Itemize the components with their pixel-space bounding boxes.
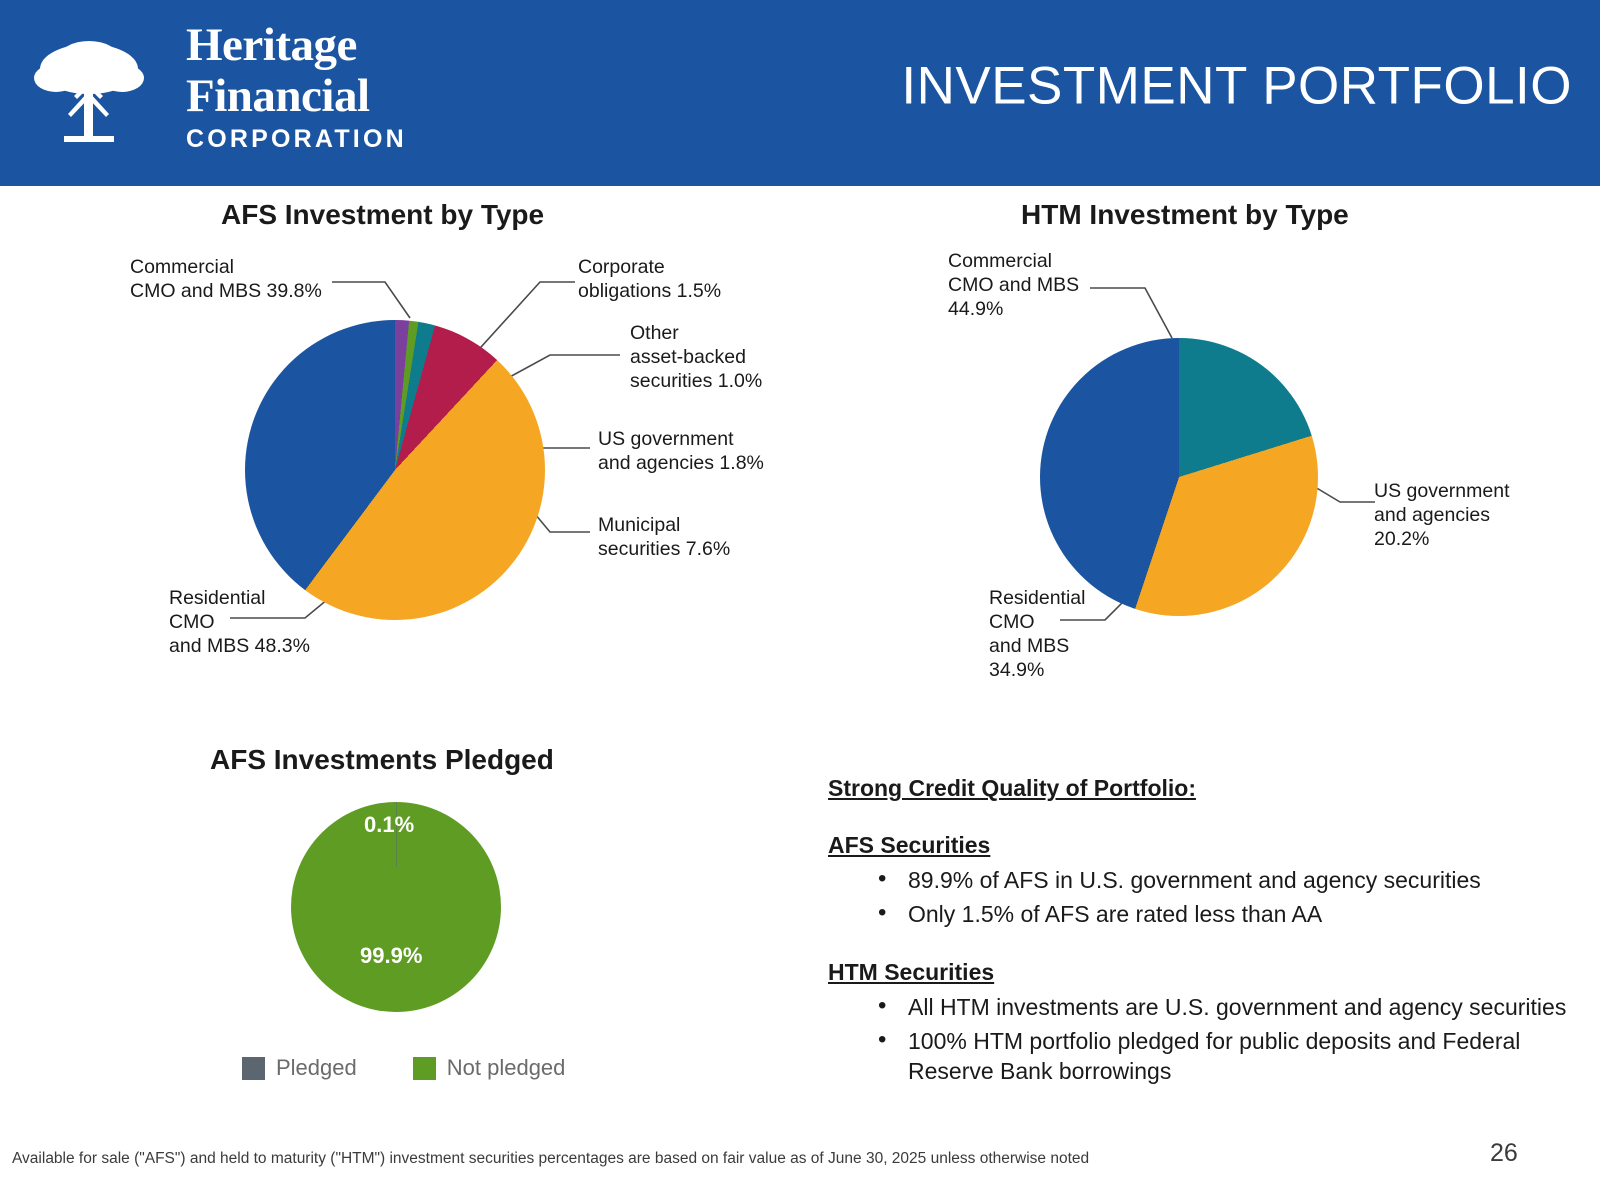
- credit-quality-heading: Strong Credit Quality of Portfolio:: [828, 775, 1196, 801]
- afs-pie-chart: [245, 320, 545, 620]
- pledged-legend: Pledged Not pledged: [242, 1055, 565, 1081]
- afs-label-residential: Residential CMO and MBS 48.3%: [169, 587, 310, 657]
- legend-label-pledged: Pledged: [276, 1055, 357, 1080]
- brand-wordmark: Heritage Financial CORPORATION: [186, 20, 407, 154]
- legend-item-pledged[interactable]: Pledged: [242, 1055, 357, 1081]
- pledged-large-percent: 99.9%: [360, 943, 423, 968]
- afs-label-commercial: Commercial CMO and MBS 39.8%: [130, 256, 322, 302]
- page-header: Heritage Financial CORPORATION INVESTMEN…: [0, 0, 1600, 186]
- pledged-chart-title: AFS Investments Pledged: [210, 744, 554, 775]
- htm-pie-chart: [1040, 338, 1318, 616]
- afs-label-other-abs: Other asset-backed securities 1.0%: [630, 322, 763, 392]
- credit-quality-block: Strong Credit Quality of Portfolio: AFS …: [828, 775, 1568, 1086]
- list-item: 89.9% of AFS in U.S. government and agen…: [828, 864, 1568, 895]
- legend-item-not-pledged[interactable]: Not pledged: [412, 1055, 566, 1081]
- pledged-pie-chart: [291, 802, 501, 1012]
- afs-securities-heading: AFS Securities: [828, 832, 991, 858]
- afs-chart-title: AFS Investment by Type: [221, 199, 545, 230]
- page-title: INVESTMENT PORTFOLIO: [901, 56, 1572, 116]
- page-number: 26: [1490, 1139, 1518, 1167]
- footnote: Available for sale ("AFS") and held to m…: [12, 1150, 1090, 1167]
- legend-swatch-pledged: [242, 1056, 265, 1080]
- list-item: All HTM investments are U.S. government …: [828, 991, 1568, 1022]
- htm-securities-heading: HTM Securities: [828, 959, 995, 985]
- legend-label-not-pledged: Not pledged: [446, 1055, 566, 1080]
- afs-label-municipal: Municipal securities 7.6%: [598, 514, 731, 560]
- brand-line-2: Financial: [186, 70, 370, 122]
- htm-label-us-gov: US government and agencies 20.2%: [1374, 480, 1510, 550]
- tree-logo-icon: [24, 22, 154, 162]
- afs-label-us-gov: US government and agencies 1.8%: [598, 428, 764, 474]
- htm-label-residential: Residential CMO and MBS 34.9%: [989, 587, 1086, 681]
- afs-bullet-list: 89.9% of AFS in U.S. government and agen…: [828, 864, 1568, 929]
- brand-line-1: Heritage: [186, 19, 357, 71]
- list-item: 100% HTM portfolio pledged for public de…: [828, 1025, 1568, 1086]
- brand-line-3: CORPORATION: [186, 125, 407, 153]
- htm-label-commercial: Commercial CMO and MBS 44.9%: [948, 250, 1080, 320]
- pledged-small-percent: 0.1%: [364, 812, 415, 837]
- logo-box: [24, 22, 154, 162]
- legend-swatch-not-pledged: [412, 1056, 436, 1080]
- list-item: Only 1.5% of AFS are rated less than AA: [828, 898, 1568, 929]
- afs-label-corporate: Corporate obligations 1.5%: [578, 256, 722, 302]
- htm-bullet-list: All HTM investments are U.S. government …: [828, 991, 1568, 1086]
- htm-chart-title: HTM Investment by Type: [1021, 199, 1349, 230]
